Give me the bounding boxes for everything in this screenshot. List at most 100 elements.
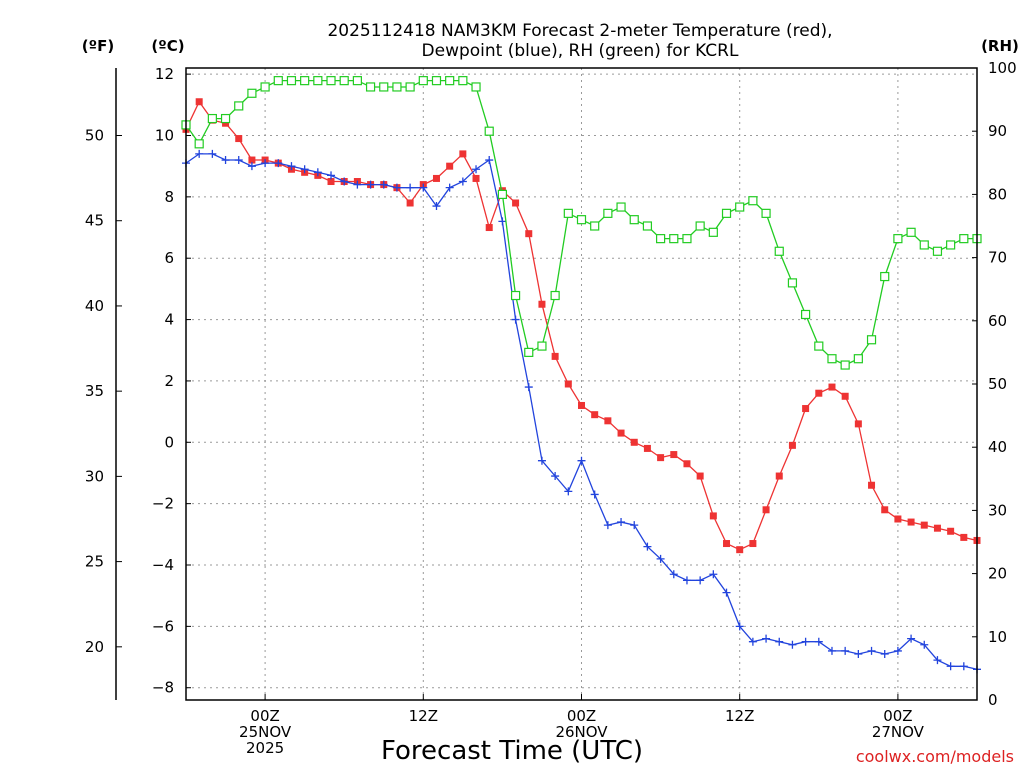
dewpoint-point (432, 202, 441, 211)
rh-point (761, 208, 771, 218)
time-tick-label: 00Z (567, 707, 596, 725)
dewpoint-series (182, 149, 981, 674)
rh-point (946, 240, 956, 250)
time-tick-label: 00Z (883, 707, 912, 725)
temperature-point (775, 472, 783, 480)
temperature-point (947, 527, 955, 535)
rh-point (880, 271, 890, 282)
celsius-tick-label: 10 (155, 126, 174, 144)
dewpoint-point (893, 646, 902, 655)
dewpoint-point (379, 180, 388, 189)
rh-point (853, 354, 863, 364)
temperature-point (881, 506, 889, 514)
rh-point (510, 290, 521, 301)
dewpoint-point (221, 156, 230, 165)
dewpoint-point (735, 622, 744, 631)
rh-point (365, 82, 376, 92)
temperature-series (182, 98, 981, 554)
rh-point (866, 335, 877, 345)
rh-point (273, 76, 283, 86)
temperature-point (960, 533, 968, 541)
rh-point (801, 309, 811, 320)
temperature-point (327, 178, 335, 186)
temperature-point (709, 512, 717, 520)
time-tick-label: 12Z (409, 707, 438, 725)
rh-point (590, 221, 600, 231)
rh-point (616, 202, 626, 212)
rh-point (445, 76, 455, 86)
rh-point (497, 189, 507, 199)
celsius-tick-label: 4 (164, 311, 174, 329)
dewpoint-point (406, 183, 415, 192)
temperature-point (551, 352, 559, 360)
temperature-point (762, 506, 770, 514)
rh-point (787, 278, 798, 288)
dewpoint-point (353, 180, 362, 189)
dewpoint-point (313, 168, 322, 177)
dewpoint-point (208, 149, 217, 158)
dewpoint-point (841, 646, 850, 655)
dewpoint-point (498, 217, 507, 226)
dewpoint-point (524, 383, 533, 392)
gridlines (186, 68, 977, 700)
dewpoint-point (907, 634, 916, 643)
dewpoint-point (827, 646, 836, 655)
credit-text: coolwx.com/models (856, 747, 1014, 766)
rh-tick-label: 0 (988, 691, 998, 709)
dewpoint-point (287, 162, 296, 171)
dewpoint-point (656, 554, 665, 563)
dewpoint-point (682, 576, 691, 585)
temperature-point (828, 383, 836, 391)
dewpoint-point (485, 156, 494, 165)
celsius-axis: −8 −6 −4 −2 0 2 4 6 8 10 12 (152, 65, 191, 697)
rh-point (484, 126, 494, 136)
time-tick-label: 26NOV (555, 723, 608, 741)
dewpoint-point (537, 456, 546, 465)
rh-point (207, 113, 217, 124)
dewpoint-point (630, 521, 639, 530)
dewpoint-point (867, 646, 876, 655)
dewpoint-point (775, 637, 784, 646)
rh-point (234, 101, 244, 111)
rh-point (524, 347, 534, 357)
rh-point (220, 113, 231, 124)
rh-axis: 0 10 20 30 40 50 60 70 80 90 100 (972, 59, 1017, 709)
rh-point (313, 76, 323, 86)
rh-point (418, 76, 428, 86)
rh-point (458, 76, 468, 86)
rh-point (642, 221, 653, 231)
dewpoint-point (274, 159, 283, 168)
temperature-point (406, 199, 414, 207)
temperature-point (525, 230, 533, 238)
temperature-point (723, 540, 731, 548)
celsius-tick-label: −2 (152, 495, 174, 513)
rh-point (352, 76, 362, 86)
rh-point (827, 354, 837, 364)
dewpoint-point (445, 183, 454, 192)
celsius-tick-label: 0 (164, 433, 174, 451)
rh-point (576, 215, 587, 225)
temperature-point (907, 518, 915, 526)
rh-point (906, 227, 916, 237)
dewpoint-point (722, 588, 731, 597)
rh-point (682, 234, 692, 244)
temperature-point (933, 524, 941, 532)
temperature-point (868, 481, 876, 489)
rh-point (708, 227, 718, 237)
dewpoint-point (511, 315, 520, 324)
rh-point (721, 208, 732, 218)
rh-point (959, 234, 969, 244)
chart-title-line2: Dewpoint (blue), RH (green) for KCRL (422, 41, 739, 61)
dewpoint-point (946, 662, 955, 671)
celsius-unit-label: (ºC) (151, 37, 184, 55)
temperature-point (657, 454, 665, 462)
celsius-tick-label: 6 (164, 249, 174, 267)
temperature-point (617, 429, 625, 437)
rh-point (695, 221, 705, 231)
temperature-point (248, 156, 256, 164)
rh-point (774, 246, 784, 256)
temperature-point (195, 98, 203, 106)
dewpoint-point (643, 542, 652, 551)
